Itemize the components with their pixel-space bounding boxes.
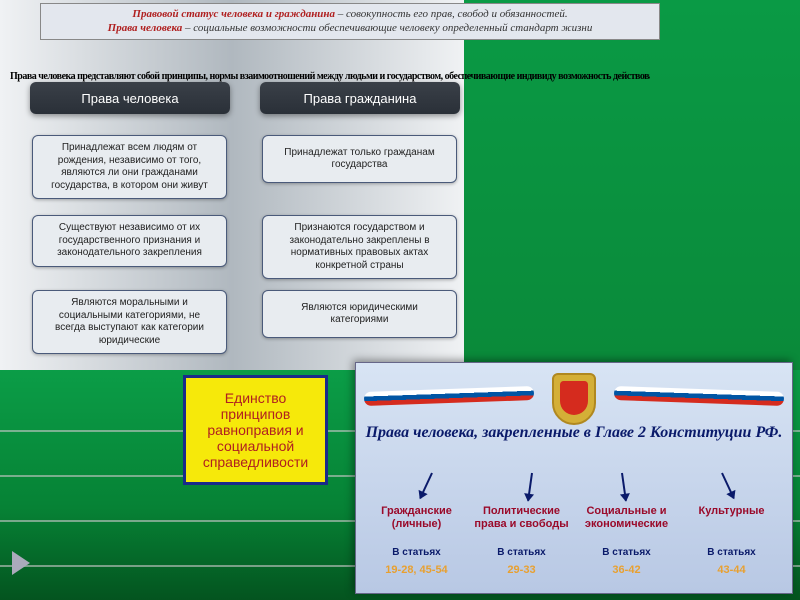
term1-bold: Правовой статус человека и гражданина [132, 8, 335, 20]
categories-row: Гражданские (личные) В статьях 19-28, 45… [356, 505, 792, 576]
yellow-callout: Единство принципов равноправия и социаль… [183, 375, 328, 485]
category-2: Политические права и свободы В статьях 2… [472, 505, 572, 576]
column-header-right: Права гражданина [260, 82, 460, 114]
card2-title: Права человека, закрепленные в Главе 2 К… [356, 423, 792, 443]
cat-name: Культурные [682, 505, 782, 533]
ribbon-left [364, 386, 534, 406]
term1-rest: – совокупность его прав, свобод и обязан… [335, 8, 568, 20]
term2-rest: – социальные возможности обеспечивающие … [182, 22, 592, 34]
cell-right-3: Являются юридическими категориями [262, 290, 457, 338]
cat-name: Политические права и свободы [472, 505, 572, 533]
arrows-group [356, 473, 792, 503]
definition-box: Правовой статус человека и гражданина – … [40, 3, 660, 40]
category-3: Социальные и экономические В статьях 36-… [577, 505, 677, 576]
cat-num: 43-44 [682, 564, 782, 576]
overlay-subtitle: Права человека представляют собой принци… [10, 71, 650, 82]
ribbon-flags [364, 371, 784, 411]
cat-num: 29-33 [472, 564, 572, 576]
cat-name: Гражданские (личные) [367, 505, 467, 533]
cat-art: В статьях [367, 547, 467, 558]
ribbon-right [614, 386, 784, 406]
cat-art: В статьях [577, 547, 677, 558]
constitution-card: Права человека, закрепленные в Главе 2 К… [355, 362, 793, 594]
cell-right-2: Признаются государством и законодательно… [262, 215, 457, 279]
play-triangle-icon[interactable] [12, 551, 30, 575]
yellow-text: Единство принципов равноправия и социаль… [190, 390, 321, 470]
arrow-icon [527, 473, 533, 501]
cat-art: В статьях [682, 547, 782, 558]
category-1: Гражданские (личные) В статьях 19-28, 45… [367, 505, 467, 576]
cat-num: 36-42 [577, 564, 677, 576]
arrow-icon [721, 473, 735, 499]
cat-art: В статьях [472, 547, 572, 558]
cell-left-2: Существуют независимо от их государствен… [32, 215, 227, 267]
cat-name: Социальные и экономические [577, 505, 677, 533]
arrow-icon [621, 473, 627, 501]
arrow-icon [419, 473, 433, 499]
category-4: Культурные В статьях 43-44 [682, 505, 782, 576]
coat-of-arms-icon [549, 373, 599, 428]
cat-num: 19-28, 45-54 [367, 564, 467, 576]
cell-left-1: Принадлежат всем людям от рождения, неза… [32, 135, 227, 199]
term2-bold: Права человека [108, 22, 183, 34]
cell-left-3: Являются моральными и социальными катего… [32, 290, 227, 354]
cell-right-1: Принадлежат только гражданам государства [262, 135, 457, 183]
column-header-left: Права человека [30, 82, 230, 114]
